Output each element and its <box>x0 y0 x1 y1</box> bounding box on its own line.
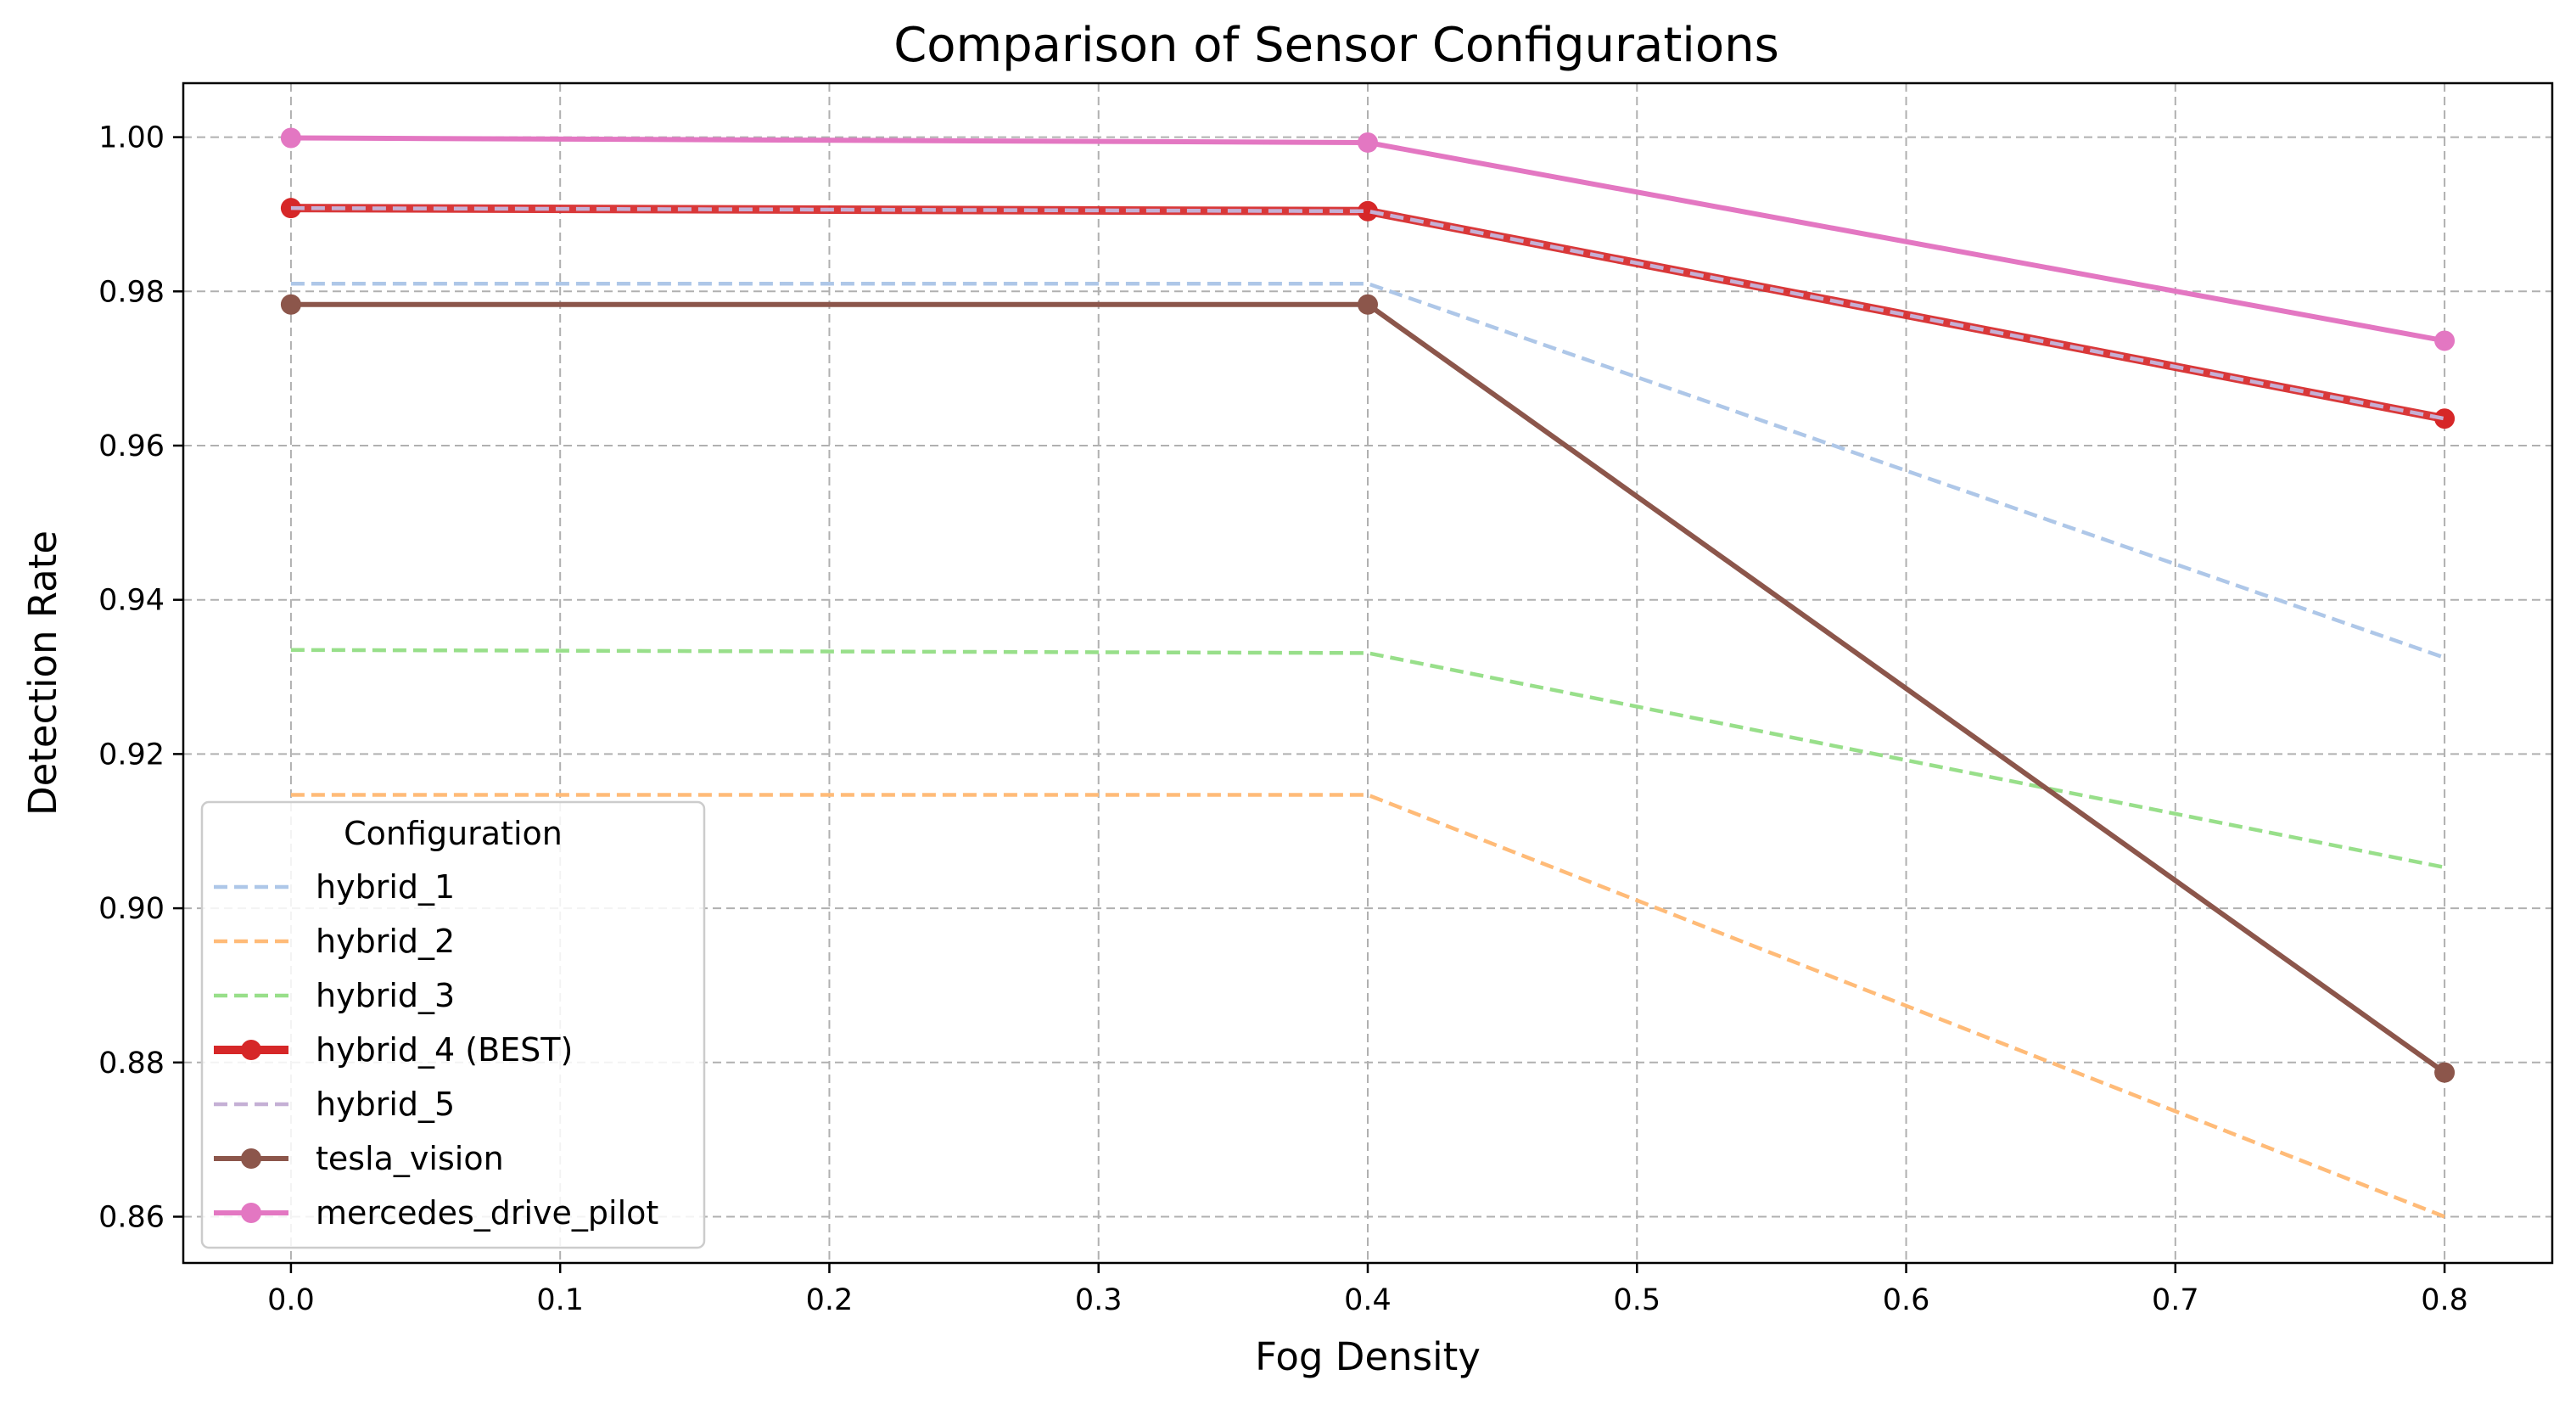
y-axis-label: Detection Rate <box>20 530 65 816</box>
legend-label: hybrid_3 <box>316 977 455 1014</box>
y-tick-label: 0.88 <box>98 1047 165 1080</box>
data-point <box>280 294 301 315</box>
legend-title: Configuration <box>344 815 563 852</box>
legend-label: hybrid_4 (BEST) <box>316 1031 573 1069</box>
y-tick-label: 0.90 <box>98 892 165 926</box>
series-line <box>290 281 2445 659</box>
data-point <box>1358 132 1378 153</box>
legend-marker <box>241 1203 261 1223</box>
data-point <box>2434 1062 2456 1083</box>
y-tick-label: 0.98 <box>98 275 165 309</box>
series-hybrid-3 <box>290 648 2445 870</box>
chart-title: Comparison of Sensor Configurations <box>893 18 1779 73</box>
data-point <box>280 198 301 219</box>
series-line <box>290 205 2445 421</box>
legend-box <box>200 800 706 1249</box>
legend-entries: hybrid_1 hybrid_2 hybrid_3 hybrid_4 (BEST) h… <box>214 868 658 1232</box>
x-tick-label: 0.1 <box>536 1283 584 1317</box>
data-point <box>1358 200 1378 222</box>
x-axis-label: Fog Density <box>1255 1334 1481 1379</box>
legend: Configuration hybrid_1hybrid_2hybrid_3hy… <box>200 800 706 1249</box>
series-layer <box>280 127 2456 1219</box>
y-tick-label: 0.96 <box>98 429 165 463</box>
data-point <box>1358 294 1378 315</box>
legend-label: hybrid_5 <box>316 1086 455 1123</box>
data-point <box>2434 330 2456 351</box>
ticks: 0.0 0.1 0.2 0.3 0.4 0.5 0.6 0.7 0.8 0.86 0.88 0.90 0… <box>98 121 2468 1317</box>
x-tick-label: 0.6 <box>1883 1283 1930 1317</box>
series-line <box>290 793 2445 1219</box>
x-tick-label: 0.4 <box>1344 1283 1392 1317</box>
y-tick-label: 0.94 <box>98 584 165 618</box>
series-tesla-vision <box>280 294 2456 1083</box>
y-tick-label: 1.00 <box>98 121 165 155</box>
series-mercedes-drive-pilot <box>280 127 2456 351</box>
legend-label: mercedes_drive_pilot <box>316 1194 658 1232</box>
legend-label: hybrid_2 <box>316 923 455 960</box>
y-tick-label: 0.92 <box>98 738 165 772</box>
x-tick-label: 0.0 <box>267 1283 315 1317</box>
grid <box>183 83 2552 1263</box>
legend-label: hybrid_1 <box>316 868 455 906</box>
legend-marker <box>241 1040 261 1060</box>
x-tick-label: 0.7 <box>2152 1283 2199 1317</box>
series-hybrid-2 <box>290 793 2445 1219</box>
y-tick-label: 0.86 <box>98 1200 165 1234</box>
data-point <box>280 127 301 149</box>
series-hybrid-5 <box>290 205 2445 421</box>
x-tick-label: 0.5 <box>1613 1283 1660 1317</box>
legend-marker <box>241 1148 261 1169</box>
series-line <box>290 648 2445 870</box>
data-point <box>2434 408 2456 429</box>
x-tick-label: 0.3 <box>1075 1283 1123 1317</box>
x-tick-label: 0.2 <box>806 1283 854 1317</box>
series-hybrid-1 <box>290 281 2445 659</box>
legend-label: tesla_vision <box>316 1140 504 1177</box>
x-tick-label: 0.8 <box>2421 1283 2468 1317</box>
